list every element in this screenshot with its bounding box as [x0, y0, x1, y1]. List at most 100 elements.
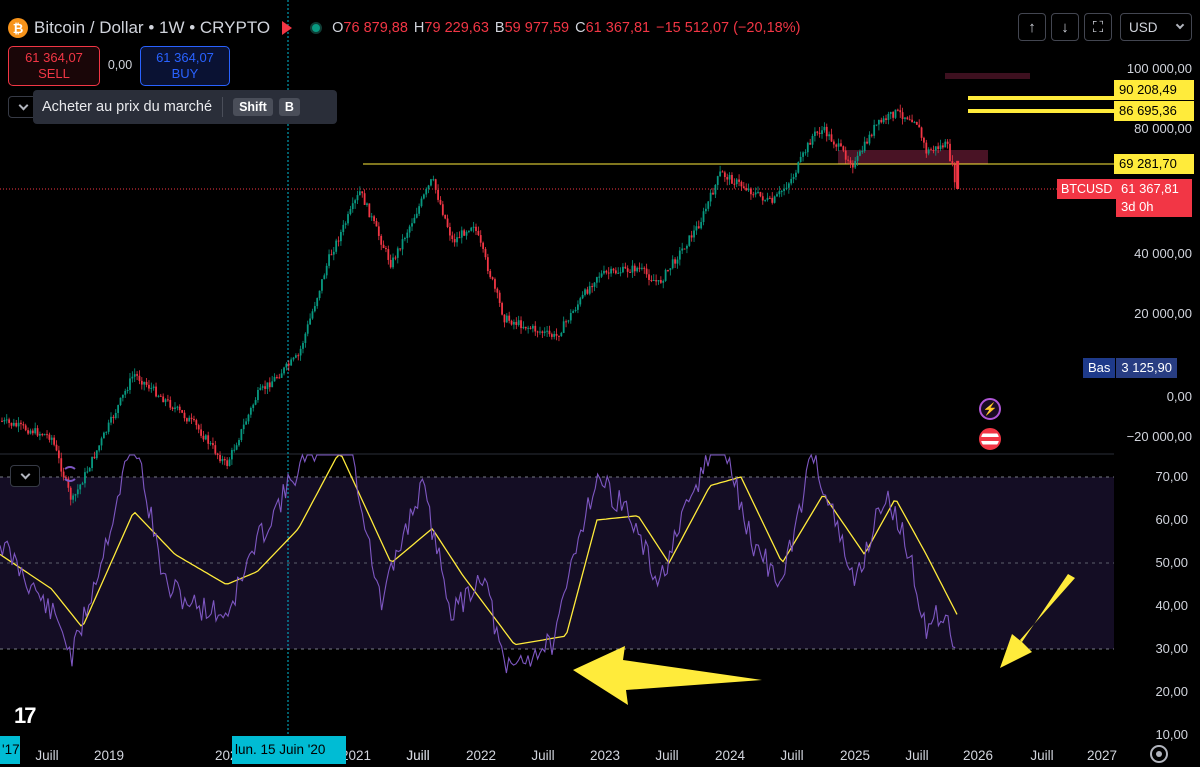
- candle-body: [562, 321, 565, 333]
- tooltip-text: Acheter au prix du marché: [42, 99, 213, 115]
- candle-body: [534, 325, 537, 332]
- candle-body: [221, 458, 224, 462]
- market-status-icon: [310, 22, 323, 34]
- scroll-down-button[interactable]: ↓: [1051, 13, 1079, 41]
- candle-body: [923, 137, 925, 143]
- buy-button[interactable]: 61 364,07 BUY: [140, 46, 230, 86]
- candle-body: [854, 160, 857, 168]
- sell-button[interactable]: 61 364,07 SELL: [8, 46, 100, 86]
- candle-body: [721, 171, 724, 173]
- candle-body: [133, 374, 136, 377]
- candle-body: [418, 206, 421, 214]
- candle-body: [726, 177, 729, 180]
- price-tick-label: −20 000,00: [1127, 429, 1192, 444]
- candle-body: [588, 286, 591, 294]
- collapse-indicator-button[interactable]: [10, 465, 40, 487]
- candle-body: [169, 400, 172, 408]
- candle-body: [652, 280, 655, 282]
- candle-body: [240, 429, 243, 441]
- candle-body: [138, 375, 141, 381]
- candle-body: [832, 141, 835, 145]
- candle-body: [472, 226, 475, 228]
- candle-body: [607, 272, 610, 274]
- candle-body: [437, 189, 439, 200]
- close-value: 61 367,81: [585, 20, 651, 36]
- candle-body: [463, 230, 466, 236]
- tradingview-logo[interactable]: 17: [14, 703, 37, 728]
- candle-body: [3, 420, 6, 422]
- candle-body: [34, 428, 37, 434]
- candle-body: [245, 421, 248, 425]
- candle-body: [309, 318, 311, 325]
- upper-zone: [945, 73, 1030, 79]
- sync-icon[interactable]: [62, 466, 78, 482]
- candle-body: [439, 199, 442, 205]
- lightning-event-icon[interactable]: ⚡: [979, 398, 1001, 420]
- candle-body: [742, 186, 745, 188]
- candle-body: [297, 355, 300, 357]
- time-tick-label: Juill: [780, 748, 803, 763]
- candle-body: [828, 134, 831, 137]
- candle-body: [195, 420, 198, 426]
- candle-body: [851, 164, 854, 168]
- candle-body: [667, 269, 669, 271]
- candle-body: [787, 183, 790, 188]
- fullscreen-button[interactable]: ⛶: [1084, 13, 1112, 41]
- candle-body: [72, 495, 74, 500]
- candle-body: [456, 237, 458, 243]
- candle-body: [593, 282, 596, 287]
- currency-select[interactable]: USD: [1120, 13, 1192, 41]
- candle-body: [91, 456, 93, 468]
- flag-icon[interactable]: [282, 21, 294, 35]
- candle-body: [581, 294, 584, 299]
- candle-body: [709, 192, 712, 202]
- candle-body: [704, 208, 707, 212]
- candle-body: [103, 432, 105, 439]
- candle-body: [285, 363, 288, 368]
- candle-body: [451, 235, 454, 240]
- symbol-title[interactable]: Bitcoin / Dollar • 1W • CRYPTO: [34, 18, 271, 37]
- candle-body: [46, 434, 48, 436]
- candle-body: [731, 174, 733, 184]
- candle-body: [764, 199, 767, 201]
- candle-body: [821, 130, 823, 134]
- time-axis-edge-label: '17: [0, 736, 20, 764]
- candle-body: [145, 381, 148, 385]
- candle-body: [425, 188, 428, 195]
- candle-body: [389, 259, 392, 268]
- candle-body: [510, 320, 513, 325]
- sell-label: SELL: [38, 66, 70, 81]
- currency-value: USD: [1129, 19, 1158, 35]
- candle-body: [797, 162, 800, 173]
- candle-body: [328, 254, 330, 266]
- candle-body: [641, 267, 643, 269]
- candle-body: [927, 149, 930, 154]
- candle-body: [41, 433, 44, 436]
- candle-body: [773, 196, 776, 203]
- candle-body: [411, 223, 413, 227]
- candle-body: [847, 159, 849, 161]
- candle-body: [167, 399, 169, 401]
- scroll-up-button[interactable]: ↑: [1018, 13, 1046, 41]
- candle-body: [69, 487, 72, 500]
- candle-body: [174, 407, 176, 409]
- candle-body: [733, 183, 736, 185]
- time-tick-label: Juill: [35, 748, 58, 763]
- time-tick-label: Juill: [655, 748, 678, 763]
- us-flag-event-icon[interactable]: [979, 428, 1001, 450]
- time-tick-label: Juill: [1030, 748, 1053, 763]
- candle-body: [761, 196, 764, 201]
- symbol-price-tag: BTCUSD: [1057, 179, 1117, 199]
- candle-body: [702, 211, 705, 223]
- candle-body: [460, 230, 463, 238]
- time-tick-label: Juill: [905, 748, 928, 763]
- candle-body: [750, 188, 752, 195]
- candle-body: [264, 386, 266, 389]
- candle-body: [321, 279, 323, 291]
- candle-body: [60, 458, 63, 472]
- candle-body: [200, 429, 202, 436]
- candle-body: [937, 146, 940, 150]
- gear-icon[interactable]: [1150, 745, 1168, 763]
- price-tick-label: 0,00: [1167, 389, 1192, 404]
